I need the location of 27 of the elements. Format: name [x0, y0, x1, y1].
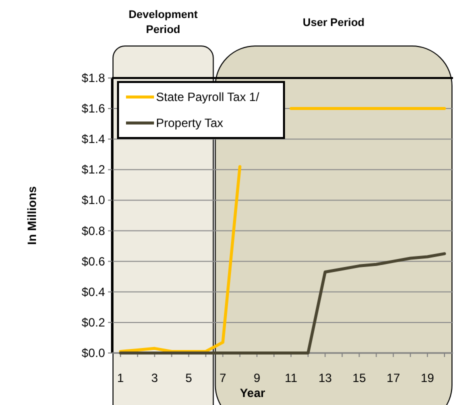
y-tick-label: $0.8: [82, 224, 106, 238]
y-tick-label: $1.0: [82, 193, 106, 208]
x-tick-label: 1: [117, 371, 124, 385]
y-tick-label: $1.4: [82, 132, 106, 146]
x-tick-label: 5: [185, 371, 192, 385]
y-tick-label: $0.6: [82, 254, 106, 268]
x-tick-label: 11: [284, 371, 298, 385]
x-tick-label: 7: [219, 371, 226, 385]
x-axis-title: Year: [240, 386, 266, 400]
line-series: [119, 252, 446, 354]
legend-label: State Payroll Tax 1/: [156, 90, 260, 104]
y-axis-title: In Millions: [25, 186, 39, 245]
y-tick-label: $1.8: [82, 71, 106, 85]
x-tick-label: 3: [151, 371, 158, 385]
band-label: User Period: [302, 17, 365, 29]
y-tick-label: $0.2: [82, 315, 106, 330]
y-tick-label: $0.4: [82, 284, 106, 299]
y-tick-label: $1.6: [82, 102, 106, 116]
y-tick-label: $0.0: [82, 346, 106, 360]
band-label: Development Period: [128, 9, 198, 36]
legend-label: Property Tax: [156, 116, 224, 130]
x-tick-label: 9: [254, 371, 261, 385]
y-tick-label: $1.2: [82, 162, 106, 177]
x-tick-label: 15: [352, 371, 366, 385]
x-tick-label: 17: [386, 371, 400, 385]
x-tick-label: 19: [420, 371, 434, 385]
x-tick-label: 13: [318, 371, 332, 385]
